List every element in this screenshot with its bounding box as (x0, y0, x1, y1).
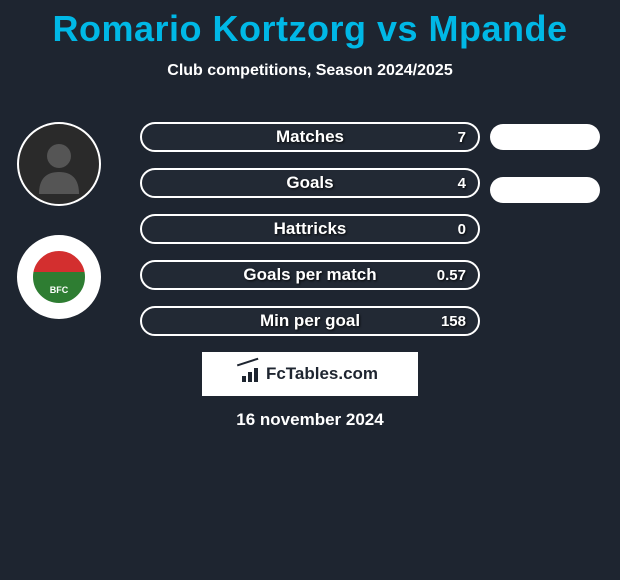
stat-label: Min per goal (142, 311, 478, 331)
page-title: Romario Kortzorg vs Mpande (0, 0, 620, 50)
player1-avatar (17, 122, 101, 206)
stat-value: 4 (458, 175, 466, 192)
stat-label: Goals (142, 173, 478, 193)
right-pill (490, 177, 600, 203)
stat-label: Matches (142, 127, 478, 147)
source-logo-text: FcTables.com (266, 364, 378, 384)
player2-avatar (17, 235, 101, 319)
player-photo-icon (19, 124, 99, 204)
stat-value: 158 (441, 313, 466, 330)
stat-row: Goals 4 (140, 168, 480, 198)
stat-value: 7 (458, 129, 466, 146)
stat-value: 0.57 (437, 267, 466, 284)
stat-label: Hattricks (142, 219, 478, 239)
subtitle: Club competitions, Season 2024/2025 (0, 62, 620, 80)
chart-icon (242, 366, 262, 382)
stat-row: Hattricks 0 (140, 214, 480, 244)
stat-row: Min per goal 158 (140, 306, 480, 336)
stat-label: Goals per match (142, 265, 478, 285)
stat-value: 0 (458, 221, 466, 238)
stats-container: Matches 7 Goals 4 Hattricks 0 Goals per … (140, 122, 480, 352)
right-pill (490, 124, 600, 150)
club-crest-icon (19, 237, 99, 317)
stat-row: Matches 7 (140, 122, 480, 152)
date-text: 16 november 2024 (0, 410, 620, 430)
stat-row: Goals per match 0.57 (140, 260, 480, 290)
source-logo: FcTables.com (202, 352, 418, 396)
